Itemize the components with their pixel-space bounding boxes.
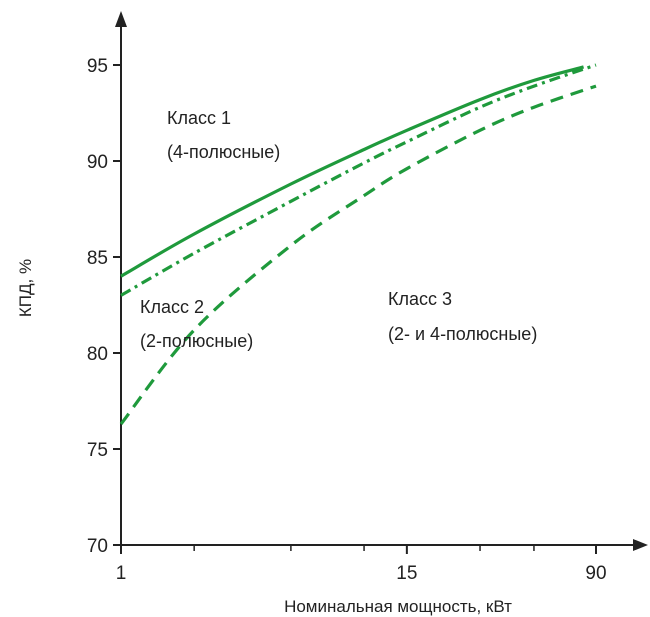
x-axis-title: Номинальная мощность, кВт <box>284 597 512 616</box>
series-line-dash-dot <box>121 65 596 295</box>
annotation-class2-line2: (2-полюсные) <box>140 331 253 351</box>
annotation-class3: Класс 3 (2- и 4-полюсные) <box>388 289 537 344</box>
annotation-class1-line1: Класс 1 <box>167 108 231 128</box>
x-tick-label-2: 90 <box>585 563 606 584</box>
x-axis-arrow <box>633 539 648 551</box>
y-axis-title: КПД, % <box>16 259 35 317</box>
y-tick-label-0: 70 <box>87 536 108 557</box>
annotation-class3-line1: Класс 3 <box>388 289 452 309</box>
series-line-solid <box>121 67 584 276</box>
x-tick-label-0: 1 <box>116 563 127 584</box>
annotation-class2: Класс 2 (2-полюсные) <box>140 297 253 351</box>
annotation-class1-line2: (4-полюсные) <box>167 142 280 162</box>
y-axis-arrow <box>115 11 127 27</box>
annotation-class2-line1: Класс 2 <box>140 297 204 317</box>
y-tick-label-5: 95 <box>87 56 108 77</box>
y-tick-label-1: 75 <box>87 440 108 461</box>
annotation-class1: Класс 1 (4-полюсные) <box>167 108 280 162</box>
y-tick-label-3: 85 <box>87 248 108 269</box>
x-tick-label-1: 15 <box>396 563 417 584</box>
annotation-class3-line2: (2- и 4-полюсные) <box>388 324 537 344</box>
ticks: 70 75 80 85 90 95 1 15 90 <box>87 56 607 584</box>
axes <box>115 11 648 551</box>
y-tick-label-4: 90 <box>87 152 108 173</box>
y-tick-label-2: 80 <box>87 344 108 365</box>
